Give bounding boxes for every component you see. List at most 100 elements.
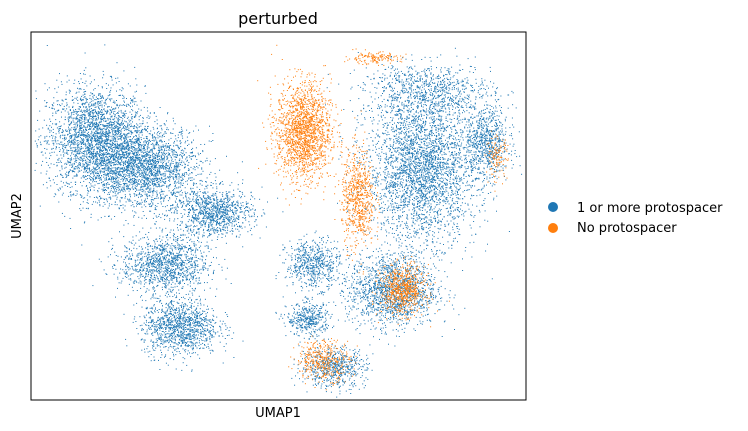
scatter-point bbox=[117, 121, 119, 123]
scatter-point bbox=[80, 126, 82, 128]
scatter-point bbox=[48, 87, 50, 89]
scatter-point bbox=[76, 136, 78, 138]
scatter-point bbox=[173, 193, 175, 195]
scatter-point bbox=[105, 124, 107, 126]
scatter-point bbox=[179, 158, 181, 160]
scatter-point bbox=[124, 189, 126, 191]
scatter-point bbox=[77, 111, 79, 112]
scatter-point bbox=[95, 103, 97, 105]
scatter-point bbox=[85, 150, 87, 152]
scatter-point bbox=[110, 127, 112, 129]
scatter-point bbox=[120, 184, 122, 185]
scatter-point bbox=[177, 164, 179, 166]
scatter-point bbox=[110, 198, 112, 200]
scatter-point bbox=[102, 125, 104, 127]
scatter-point bbox=[98, 164, 100, 166]
scatter-point bbox=[137, 168, 139, 169]
scatter-point bbox=[193, 130, 194, 132]
scatter-point bbox=[168, 185, 170, 187]
scatter-point bbox=[78, 164, 80, 166]
scatter-point bbox=[161, 136, 163, 138]
scatter-point bbox=[154, 121, 156, 123]
scatter-point bbox=[169, 171, 171, 173]
scatter-point bbox=[56, 100, 58, 102]
scatter-point bbox=[116, 144, 118, 145]
scatter-point bbox=[117, 179, 119, 181]
scatter-point bbox=[143, 146, 145, 148]
scatter-point bbox=[231, 223, 233, 225]
scatter-point bbox=[142, 163, 144, 165]
scatter-point bbox=[143, 180, 145, 182]
scatter-point bbox=[133, 136, 134, 138]
scatter-point bbox=[87, 112, 89, 114]
scatter-point bbox=[105, 186, 107, 188]
scatter-point bbox=[120, 191, 121, 193]
scatter-point bbox=[129, 198, 131, 200]
scatter-point bbox=[135, 191, 136, 192]
scatter-point bbox=[96, 129, 98, 131]
scatter-point bbox=[122, 152, 124, 154]
scatter-point bbox=[75, 126, 77, 128]
scatter-point bbox=[108, 125, 110, 127]
scatter-point bbox=[166, 120, 167, 122]
scatter-point bbox=[120, 109, 122, 111]
scatter-point bbox=[183, 167, 185, 169]
scatter-point bbox=[102, 159, 104, 161]
scatter-point bbox=[174, 140, 175, 142]
scatter-point bbox=[127, 186, 129, 188]
scatter-point bbox=[91, 137, 93, 139]
scatter-point bbox=[144, 198, 146, 200]
scatter-point bbox=[143, 106, 145, 108]
scatter-point bbox=[96, 152, 98, 154]
scatter-point bbox=[108, 123, 110, 125]
scatter-point bbox=[157, 168, 158, 170]
scatter-point bbox=[105, 154, 107, 155]
scatter-point bbox=[120, 157, 122, 159]
scatter-point bbox=[71, 96, 73, 98]
scatter-point bbox=[152, 133, 154, 135]
scatter-point bbox=[111, 160, 112, 162]
scatter-point bbox=[112, 155, 114, 156]
scatter-point bbox=[178, 165, 180, 167]
scatter-point bbox=[128, 141, 130, 142]
scatter-point bbox=[105, 165, 107, 167]
scatter-point bbox=[96, 140, 98, 142]
scatter-point bbox=[153, 175, 155, 177]
scatter-point bbox=[94, 132, 96, 134]
scatter-point bbox=[129, 199, 131, 201]
scatter-point bbox=[110, 186, 112, 188]
scatter-point bbox=[160, 196, 162, 198]
scatter-point bbox=[119, 135, 121, 137]
scatter-point bbox=[84, 103, 86, 105]
scatter-point bbox=[130, 142, 132, 144]
scatter-point bbox=[137, 157, 139, 159]
scatter-point bbox=[190, 158, 192, 160]
scatter-point bbox=[198, 204, 200, 206]
scatter-point bbox=[143, 204, 145, 206]
scatter-point bbox=[138, 146, 140, 148]
scatter-point bbox=[85, 127, 87, 129]
scatter-point bbox=[110, 119, 112, 121]
scatter-point bbox=[44, 137, 46, 139]
scatter-point bbox=[207, 213, 208, 215]
scatter-point bbox=[101, 118, 102, 120]
scatter-point bbox=[84, 131, 86, 133]
scatter-point bbox=[81, 244, 83, 246]
scatter-point bbox=[126, 133, 128, 135]
scatter-point bbox=[119, 173, 121, 175]
scatter-point bbox=[155, 177, 157, 179]
scatter-point bbox=[119, 199, 121, 201]
scatter-point bbox=[146, 154, 148, 156]
scatter-point bbox=[195, 193, 197, 195]
scatter-point bbox=[108, 192, 110, 194]
scatter-point bbox=[87, 159, 89, 161]
scatter-point bbox=[110, 180, 112, 182]
scatter-point bbox=[75, 124, 77, 126]
scatter-point bbox=[113, 146, 115, 148]
scatter-point bbox=[146, 149, 148, 151]
scatter-point bbox=[91, 155, 93, 157]
scatter-point bbox=[166, 155, 168, 157]
scatter-point bbox=[210, 141, 212, 142]
scatter-point bbox=[104, 118, 106, 119]
scatter-point bbox=[73, 153, 75, 155]
